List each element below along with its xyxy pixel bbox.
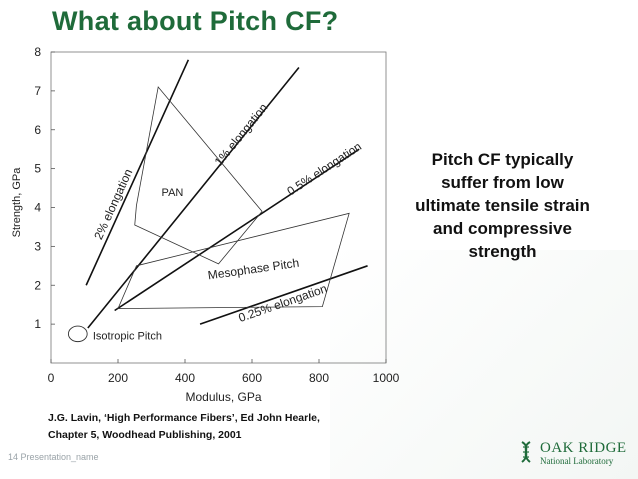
x-tick-label: 800	[309, 371, 329, 385]
elongation-label: 0.25% elongation	[237, 281, 329, 325]
y-tick-label: 4	[34, 201, 41, 215]
y-tick-label: 5	[34, 162, 41, 176]
logo-subtitle: National Laboratory	[540, 456, 614, 466]
elongation-label: 1% elongation	[212, 101, 271, 169]
y-tick-label: 1	[34, 317, 41, 331]
callout-line: and compressive	[433, 219, 572, 238]
region-label: Isotropic Pitch	[93, 331, 162, 343]
elongation-line	[87, 67, 300, 329]
elongation-lines	[85, 59, 368, 329]
region-outline	[67, 325, 88, 343]
callout-line: ultimate tensile strain	[415, 196, 590, 215]
plot-frame	[50, 51, 387, 364]
callout-line: suffer from low	[441, 173, 564, 192]
background-gradient	[330, 250, 638, 479]
x-tick-label: 400	[175, 371, 195, 385]
elongation-line	[199, 265, 368, 325]
y-tick-label: 7	[34, 84, 41, 98]
citation-line: J.G. Lavin, ‘High Performance Fibers’, E…	[48, 412, 320, 424]
y-tick-label: 2	[34, 278, 41, 292]
citation-line: Chapter 5, Woodhead Publishing, 2001	[48, 429, 242, 441]
elongation-line	[85, 59, 190, 286]
y-tick-label: 8	[34, 45, 41, 59]
region-label: Mesophase Pitch	[207, 256, 300, 283]
callout-text: Pitch CF typically suffer from low ultim…	[390, 148, 615, 263]
x-axis-label: Modulus, GPa	[185, 390, 261, 404]
region-label: PAN	[162, 187, 184, 199]
oak-ridge-logo: OAK RIDGE National Laboratory	[518, 440, 633, 472]
y-tick-label: 6	[34, 123, 41, 137]
elongation-label: 0.5% elongation	[284, 139, 364, 198]
y-axis-label: Strength, GPa	[11, 167, 23, 238]
callout-line: strength	[468, 242, 537, 261]
region-outline	[117, 212, 350, 309]
fiber-regions	[67, 86, 350, 343]
slide-title: What about Pitch CF?	[52, 6, 339, 36]
y-tick-label: 3	[34, 239, 41, 253]
x-tick-label: 200	[108, 371, 128, 385]
elongation-label: 2% elongation	[91, 167, 135, 242]
elongation-line	[114, 148, 360, 312]
chart-axes: 0 200 400 600 800 1000 1 2 3 4 5 6 7 8 Modulus, GPa Str…	[11, 45, 400, 404]
slide-footer: 14 Presentation_name	[8, 452, 99, 462]
dna-leaf-icon	[521, 441, 531, 463]
region-outline	[134, 86, 263, 265]
x-tick-label: 0	[48, 371, 55, 385]
x-tick-label: 600	[242, 371, 262, 385]
callout-line: Pitch CF typically	[431, 150, 574, 169]
x-tick-label: 1000	[373, 371, 400, 385]
citation: J.G. Lavin, ‘High Performance Fibers’, E…	[48, 410, 320, 444]
logo-name: OAK RIDGE	[540, 440, 627, 456]
